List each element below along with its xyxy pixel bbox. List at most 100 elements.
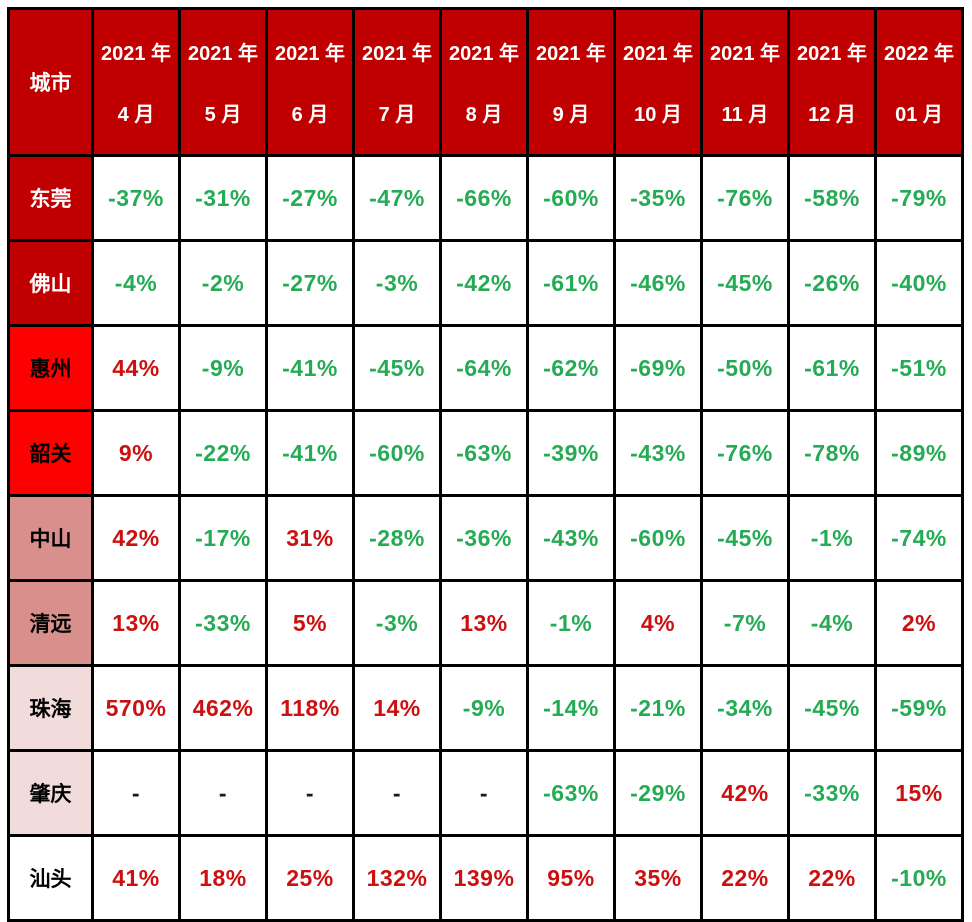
value-cell: -69% xyxy=(613,324,703,412)
value-cell: -42% xyxy=(439,239,529,327)
value-cell: -76% xyxy=(700,154,790,242)
column-header: 2021 年 7 月 xyxy=(352,7,442,157)
value-cell: 5% xyxy=(265,579,355,667)
value-cell: 25% xyxy=(265,834,355,922)
value-cell: -31% xyxy=(178,154,268,242)
column-header: 2021 年 10 月 xyxy=(613,7,703,157)
value-cell: -47% xyxy=(352,154,442,242)
value-cell: -3% xyxy=(352,579,442,667)
value-cell: 44% xyxy=(91,324,181,412)
value-cell: 22% xyxy=(700,834,790,922)
table-row: 汕头 41% 18% 25% 132% 139% 95% 35% 22% 22% -10% xyxy=(7,834,964,922)
value-cell: 95% xyxy=(526,834,616,922)
column-header: 2021 年 5 月 xyxy=(178,7,268,157)
column-month-label: 4 月 xyxy=(117,104,155,126)
column-month-label: 10 月 xyxy=(634,104,682,126)
value-cell: -9% xyxy=(178,324,268,412)
column-year-label: 2021 年 xyxy=(796,43,868,65)
value-cell: -43% xyxy=(526,494,616,582)
column-header: 2021 年 8 月 xyxy=(439,7,529,157)
table-row: 肇庆 - - - - - -63% -29% 42% -33% 15% xyxy=(7,749,964,837)
column-year-label: 2021 年 xyxy=(100,43,172,65)
row-header-city: 东莞 xyxy=(7,154,94,242)
table-body: 东莞 -37% -31% -27% -47% -66% -60% -35% -76% -58% -7… xyxy=(7,154,964,922)
row-header-city: 韶关 xyxy=(7,409,94,497)
value-cell: - xyxy=(265,749,355,837)
value-cell: -2% xyxy=(178,239,268,327)
column-header: 2021 年 4 月 xyxy=(91,7,181,157)
corner-label: 城市 xyxy=(29,72,72,95)
value-cell: -27% xyxy=(265,154,355,242)
value-cell: 42% xyxy=(700,749,790,837)
row-header-city: 珠海 xyxy=(7,664,94,752)
value-cell: -9% xyxy=(439,664,529,752)
value-cell: -66% xyxy=(439,154,529,242)
value-cell: 13% xyxy=(439,579,529,667)
row-header-city: 汕头 xyxy=(7,834,94,922)
value-cell: -45% xyxy=(700,239,790,327)
column-month-label: 6 月 xyxy=(291,104,329,126)
value-cell: 22% xyxy=(787,834,877,922)
value-cell: -22% xyxy=(178,409,268,497)
value-cell: - xyxy=(352,749,442,837)
value-cell: -60% xyxy=(352,409,442,497)
column-year-label: 2021 年 xyxy=(535,43,607,65)
value-cell: -45% xyxy=(352,324,442,412)
row-header-city: 佛山 xyxy=(7,239,94,327)
value-cell: -64% xyxy=(439,324,529,412)
column-month-label: 8 月 xyxy=(465,104,503,126)
corner-header-city: 城市 xyxy=(7,7,94,157)
value-cell: 570% xyxy=(91,664,181,752)
row-header-city: 惠州 xyxy=(7,324,94,412)
value-cell: -45% xyxy=(787,664,877,752)
table-row: 韶关 9% -22% -41% -60% -63% -39% -43% -76% -78% -89% xyxy=(7,409,964,497)
value-cell: - xyxy=(178,749,268,837)
value-cell: -74% xyxy=(874,494,964,582)
column-month-label: 9 月 xyxy=(552,104,590,126)
column-month-label: 12 月 xyxy=(808,104,856,126)
value-cell: 42% xyxy=(91,494,181,582)
column-month-label: 5 月 xyxy=(204,104,242,126)
value-cell: -37% xyxy=(91,154,181,242)
value-cell: -61% xyxy=(526,239,616,327)
value-cell: -46% xyxy=(613,239,703,327)
column-year-label: 2021 年 xyxy=(448,43,520,65)
value-cell: 9% xyxy=(91,409,181,497)
value-cell: -58% xyxy=(787,154,877,242)
value-cell: -63% xyxy=(439,409,529,497)
value-cell: -26% xyxy=(787,239,877,327)
value-cell: -33% xyxy=(178,579,268,667)
value-cell: -34% xyxy=(700,664,790,752)
value-cell: -59% xyxy=(874,664,964,752)
column-month-label: 11 月 xyxy=(721,104,769,126)
value-cell: -78% xyxy=(787,409,877,497)
value-cell: -62% xyxy=(526,324,616,412)
value-cell: -43% xyxy=(613,409,703,497)
value-cell: -60% xyxy=(613,494,703,582)
value-cell: -76% xyxy=(700,409,790,497)
value-cell: 15% xyxy=(874,749,964,837)
table-row: 中山 42% -17% 31% -28% -36% -43% -60% -45% -1% -74% xyxy=(7,494,964,582)
column-header: 2021 年 9 月 xyxy=(526,7,616,157)
table-row: 佛山 -4% -2% -27% -3% -42% -61% -46% -45% -26% -40% xyxy=(7,239,964,327)
value-cell: -7% xyxy=(700,579,790,667)
value-cell: -89% xyxy=(874,409,964,497)
value-cell: -40% xyxy=(874,239,964,327)
column-year-label: 2021 年 xyxy=(622,43,694,65)
value-cell: 4% xyxy=(613,579,703,667)
value-cell: -33% xyxy=(787,749,877,837)
value-cell: -10% xyxy=(874,834,964,922)
value-cell: -28% xyxy=(352,494,442,582)
value-cell: - xyxy=(91,749,181,837)
value-cell: 14% xyxy=(352,664,442,752)
value-cell: 139% xyxy=(439,834,529,922)
value-cell: -21% xyxy=(613,664,703,752)
value-cell: 118% xyxy=(265,664,355,752)
value-cell: 13% xyxy=(91,579,181,667)
value-cell: -4% xyxy=(787,579,877,667)
value-cell: -27% xyxy=(265,239,355,327)
value-cell: -50% xyxy=(700,324,790,412)
table-row: 清远 13% -33% 5% -3% 13% -1% 4% -7% -4% 2% xyxy=(7,579,964,667)
